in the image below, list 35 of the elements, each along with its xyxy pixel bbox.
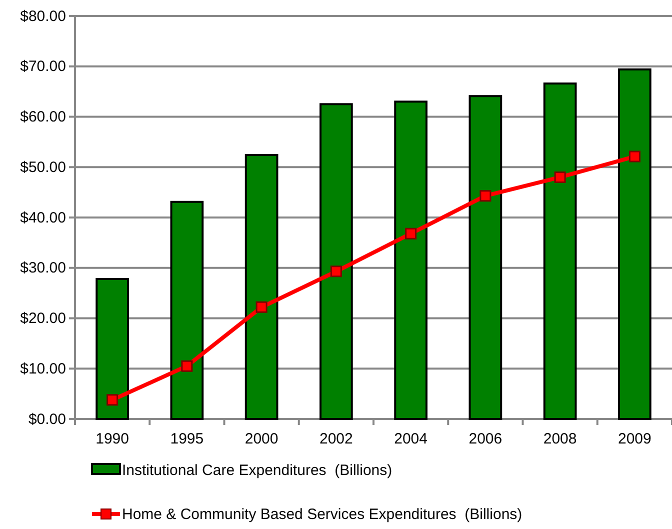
bar	[394, 100, 428, 420]
bar	[320, 103, 353, 420]
point	[181, 360, 193, 372]
x-tick-label: 2002	[320, 430, 353, 448]
legend-label: Institutional Care Expenditures (Billions)	[122, 462, 392, 479]
bar	[244, 154, 278, 420]
y-tick-label: $0.00	[28, 410, 66, 428]
point	[480, 190, 492, 202]
point	[330, 266, 342, 278]
bar	[543, 82, 577, 420]
bar	[96, 278, 129, 420]
y-tick-label: $30.00	[20, 260, 66, 277]
bar	[170, 200, 204, 420]
x-tick-label: 2008	[543, 430, 577, 448]
y-tick-label: $50.00	[20, 158, 66, 176]
y-tick-label: $10.00	[20, 360, 66, 378]
x-tick-label: 1995	[170, 430, 204, 448]
y-tick-label: $20.00	[20, 310, 66, 328]
x-tick-label: 1990	[96, 430, 129, 448]
x-tick-label: 2006	[468, 430, 502, 448]
point	[256, 301, 268, 313]
bar	[618, 68, 652, 420]
x-tick-label: 2004	[394, 430, 428, 448]
y-tick-label: $70.00	[20, 58, 66, 76]
y-tick-label: $40.00	[20, 209, 66, 226]
point	[106, 394, 118, 406]
point	[554, 171, 566, 183]
point	[628, 150, 640, 162]
y-tick-label: $60.00	[20, 108, 66, 126]
x-tick-label: 2009	[618, 430, 652, 448]
legend-label: Home & Community Based Services Expenditures (Billions)	[122, 506, 522, 523]
point	[405, 228, 417, 240]
bar	[468, 95, 502, 420]
y-tick-label: $80.00	[20, 8, 66, 25]
x-tick-label: 2000	[244, 430, 278, 448]
